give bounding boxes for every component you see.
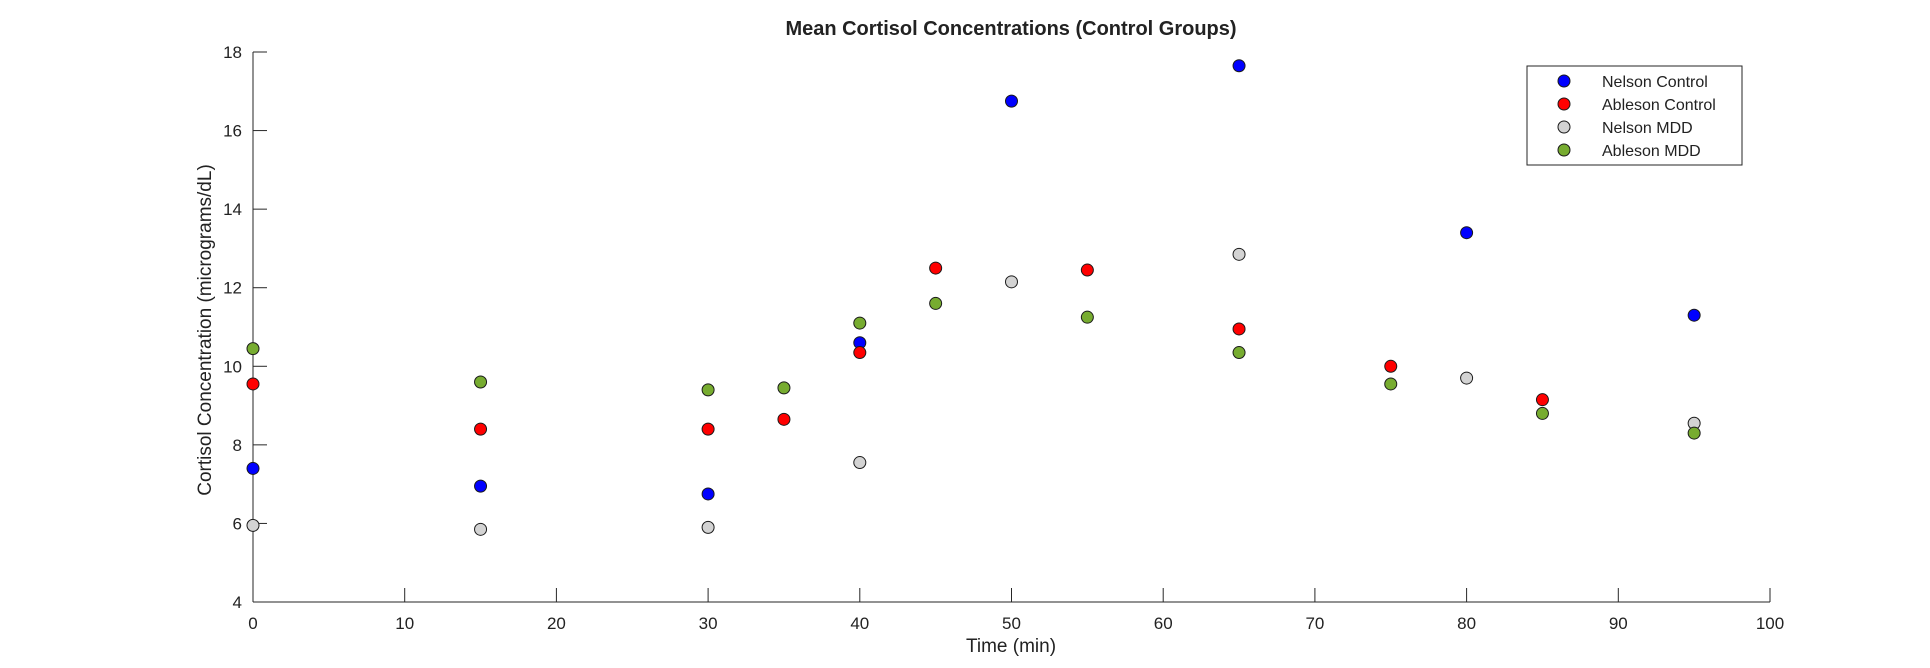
data-point [246,377,260,391]
data-point [1232,247,1246,261]
series-nelson-mdd [246,247,1701,536]
data-point [701,487,715,501]
legend-marker [1557,97,1571,111]
legend-marker [1557,120,1571,134]
data-point [1535,393,1549,407]
data-point [929,296,943,310]
data-point [474,375,488,389]
legend-label: Ableson MDD [1602,143,1701,160]
data-point [246,518,260,532]
y-tick-label: 12 [223,279,242,298]
x-tick-label: 90 [1609,614,1628,633]
data-point [1232,346,1246,360]
data-point [246,342,260,356]
data-point [1384,377,1398,391]
legend-label: Nelson Control [1602,74,1708,91]
data-point [1232,322,1246,336]
data-point [701,520,715,534]
x-tick-label: 50 [1002,614,1021,633]
data-point [1535,406,1549,420]
x-tick-label: 10 [395,614,414,633]
data-point [1460,226,1474,240]
y-axis-label: Cortisol Concentration (micrograms/dL) [195,164,216,496]
series-ableson-mdd [246,296,1701,440]
data-point [853,456,867,470]
series-ableson-control [246,261,1549,436]
legend-label: Ableson Control [1602,97,1716,114]
x-tick-label: 0 [248,614,257,633]
data-point [1687,308,1701,322]
series-nelson-control [246,59,1701,501]
data-point [701,422,715,436]
x-axis-label: Time (min) [966,636,1056,657]
data-point [929,261,943,275]
x-tick-label: 60 [1154,614,1173,633]
y-tick-label: 6 [233,514,242,533]
data-point [1080,310,1094,324]
data-point [701,383,715,397]
legend: Nelson Control Ableson Control Nelson MDD A… [1526,65,1743,166]
data-point [853,316,867,330]
y-tick-label: 10 [223,357,242,376]
y-tick-label: 4 [233,593,242,612]
chart-title: Mean Cortisol Concentrations (Control Gr… [785,18,1236,40]
legend-marker [1557,143,1571,157]
y-tick-label: 18 [223,43,242,62]
y-tick-label: 16 [223,122,242,141]
data-point [1384,359,1398,373]
x-tick-label: 40 [850,614,869,633]
data-point [474,479,488,493]
data-point [777,381,791,395]
data-point [853,346,867,360]
x-tick-label: 30 [699,614,718,633]
data-point [1005,94,1018,108]
axes: 0 10 20 30 40 50 60 70 80 90 100 4 6 8 10 12 14 16 18 [223,43,1784,633]
y-tick-label: 8 [233,436,242,455]
data-point [246,461,260,475]
legend-marker [1557,74,1571,88]
x-tick-label: 70 [1305,614,1324,633]
data-point [1687,426,1701,440]
x-tick-label: 100 [1756,614,1784,633]
data-point [1005,275,1018,289]
data-points [246,59,1701,536]
data-point [474,422,488,436]
data-point [474,522,488,536]
data-point [1460,371,1474,385]
x-tick-label: 80 [1457,614,1476,633]
y-tick-label: 14 [223,200,242,219]
legend-label: Nelson MDD [1602,120,1693,137]
data-point [777,412,791,426]
data-point [1232,59,1246,73]
data-point [1080,263,1094,277]
x-tick-label: 20 [547,614,566,633]
